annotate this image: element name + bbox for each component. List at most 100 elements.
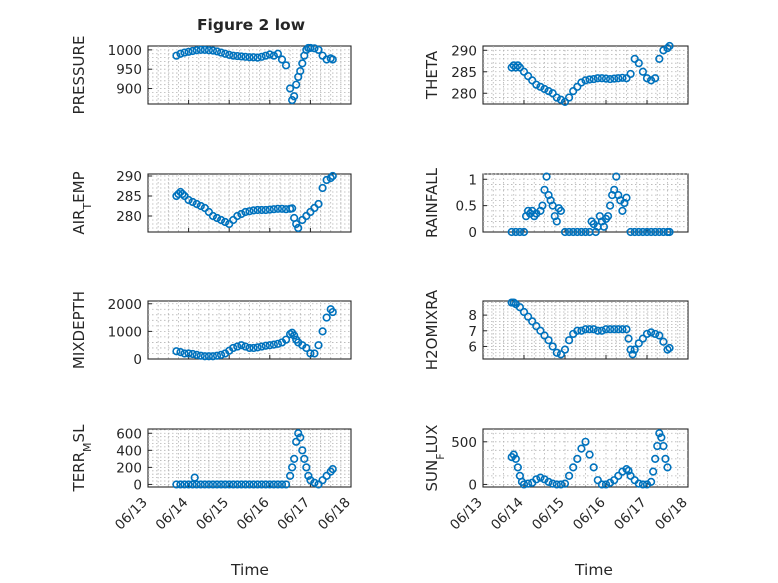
data-point (593, 476, 602, 485)
data-point (651, 329, 660, 339)
data-point (269, 480, 278, 489)
data-point (233, 342, 242, 351)
data-point (292, 437, 301, 446)
data-point (212, 480, 222, 489)
data-point (556, 350, 566, 359)
data-point (200, 45, 209, 54)
data-point (310, 478, 319, 487)
data-point (192, 199, 201, 209)
y-axis-label: AIRTEMP (70, 171, 94, 234)
y-tick-label: 0 (133, 477, 142, 493)
data-point (200, 352, 209, 361)
data-point (560, 227, 570, 237)
y-tick-label: 290 (451, 43, 477, 59)
data-point (326, 173, 335, 183)
data-point (548, 479, 557, 488)
y-axis-label: MIXDEPTH (70, 291, 88, 369)
data-point (642, 227, 652, 237)
data-point (249, 53, 258, 62)
data-point (233, 51, 242, 61)
data-point (661, 454, 670, 463)
data-point (651, 74, 660, 83)
data-point (610, 325, 619, 334)
y-tick-label: 600 (116, 426, 142, 442)
data-point (253, 343, 262, 352)
data-point (577, 78, 586, 87)
data-point (511, 227, 520, 237)
data-point (655, 54, 664, 63)
data-point (626, 227, 635, 237)
y-axis-label: H2OMIXRA (423, 289, 441, 370)
y-tick-label: 7 (468, 324, 477, 340)
data-point (601, 74, 611, 83)
data-point (302, 343, 311, 353)
data-point (188, 46, 197, 56)
data-point (269, 51, 278, 60)
data-point (626, 69, 635, 79)
data-point (646, 227, 656, 237)
data-point (233, 480, 242, 489)
data-point (180, 48, 189, 57)
data-point (560, 479, 570, 488)
data-point (249, 480, 258, 489)
y-tick-label: 1 (468, 172, 477, 188)
data-point (605, 325, 615, 334)
data-point (300, 454, 309, 463)
data-point (204, 480, 213, 489)
data-point (292, 80, 301, 89)
data-point (306, 43, 315, 53)
data-point (257, 342, 266, 351)
data-point (618, 73, 627, 82)
data-point (552, 348, 561, 357)
data-point (569, 463, 578, 472)
data-point (261, 480, 270, 489)
data-point (548, 89, 557, 98)
data-point (542, 172, 551, 181)
data-point (507, 227, 516, 237)
data-point (560, 97, 570, 106)
data-point (290, 454, 299, 463)
data-point (178, 189, 187, 199)
data-point (646, 328, 656, 337)
data-point (601, 480, 611, 489)
data-point (208, 352, 218, 361)
y-axis-label: RAINFALL (423, 167, 441, 238)
data-point (589, 463, 598, 472)
data-point (212, 47, 222, 56)
x-tick-label: 06/16 (234, 495, 273, 534)
x-axis-label-right: Time (574, 561, 613, 579)
data-point (552, 93, 561, 102)
data-point (593, 74, 602, 83)
data-point (237, 480, 246, 489)
data-point (314, 480, 323, 489)
data-point (265, 50, 274, 59)
data-point (221, 49, 230, 58)
data-point (614, 325, 623, 334)
data-point (172, 51, 181, 60)
data-point (513, 463, 522, 472)
data-point (237, 209, 246, 219)
data-point (569, 87, 578, 96)
data-point (581, 325, 590, 334)
x-tick-label: 06/14 (488, 495, 527, 534)
data-point (630, 345, 639, 354)
data-point (302, 463, 311, 472)
data-point (277, 480, 287, 489)
data-point (249, 343, 258, 353)
y-axis-label: SUNFLUX (423, 425, 447, 492)
data-point (532, 321, 541, 331)
data-point (603, 212, 613, 221)
data-point (548, 342, 557, 351)
data-point (269, 340, 278, 349)
data-point (204, 46, 213, 55)
data-point (253, 480, 262, 489)
data-point (642, 74, 652, 83)
y-tick-label: 950 (116, 62, 142, 78)
data-point (196, 351, 205, 360)
data-point (292, 219, 301, 229)
data-point (605, 74, 615, 84)
y-tick-label: 0 (468, 477, 477, 493)
y-axis-label: TERRMSL (70, 424, 94, 493)
data-point (257, 52, 266, 61)
data-point (229, 343, 238, 353)
